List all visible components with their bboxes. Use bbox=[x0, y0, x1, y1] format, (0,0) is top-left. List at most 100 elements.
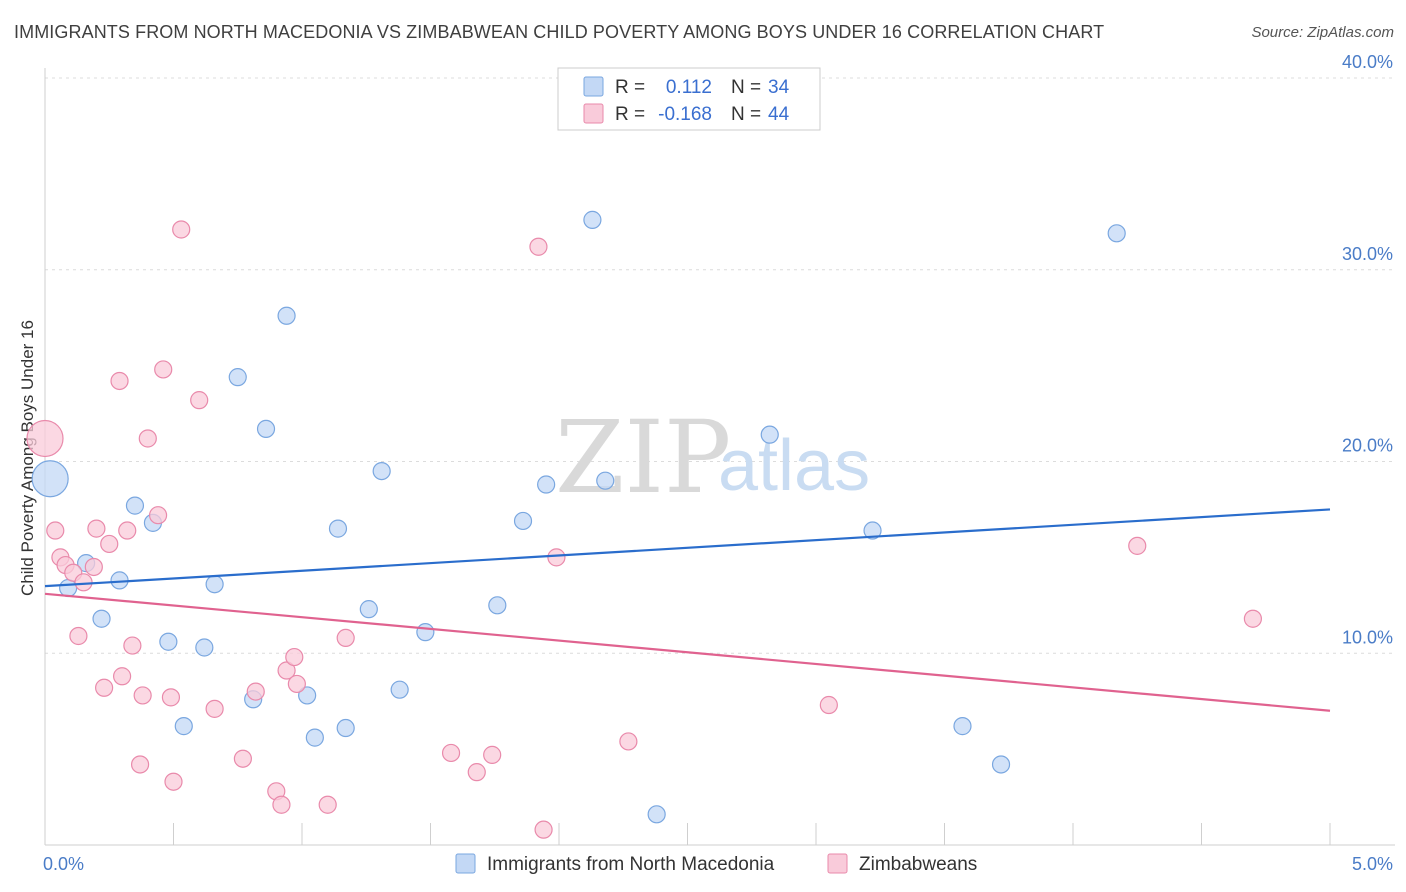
y-tick-label: 20.0% bbox=[1342, 436, 1393, 456]
zimbabweans-point bbox=[233, 749, 252, 768]
watermark-zip: ZIP bbox=[555, 399, 731, 516]
north-macedonia-point bbox=[92, 609, 111, 628]
stats-legend-n-value-2: 44 bbox=[768, 104, 790, 125]
zimbabweans-point bbox=[161, 688, 181, 707]
north-macedonia-point bbox=[328, 519, 348, 538]
zimbabweans-point bbox=[118, 521, 137, 540]
trend-lines bbox=[44, 508, 1331, 712]
north-macedonia-point bbox=[256, 419, 276, 439]
y-tick-label: 40.0% bbox=[1342, 52, 1393, 72]
zimbabweans-point bbox=[164, 772, 183, 791]
watermark: ZIP atlas bbox=[555, 399, 870, 516]
series-legend-label-north-macedonia: Immigrants from North Macedonia bbox=[487, 854, 775, 875]
north-macedonia-point bbox=[513, 511, 533, 531]
zimbabweans-point bbox=[205, 699, 224, 718]
zimbabweans-point bbox=[87, 519, 106, 538]
stats-legend-r-value-1: 0.112 bbox=[666, 77, 712, 98]
axes bbox=[44, 68, 1395, 846]
north-macedonia-point bbox=[59, 578, 78, 598]
zimbabweans-point bbox=[26, 419, 64, 458]
stats-legend-swatch-pink bbox=[583, 103, 604, 124]
north-macedonia-point bbox=[647, 805, 666, 824]
north-macedonia-point bbox=[174, 717, 193, 736]
north-macedonia-point bbox=[305, 728, 324, 747]
series-legend-swatch-north-macedonia bbox=[455, 853, 476, 874]
series-legend: Immigrants from North Macedonia Zimbabwe… bbox=[455, 853, 977, 875]
zimbabweans-point bbox=[190, 391, 209, 410]
x-tick-label: 0.0% bbox=[43, 854, 84, 874]
zimbabweans-point bbox=[172, 220, 191, 239]
north-macedonia-point bbox=[583, 210, 602, 229]
gridlines bbox=[45, 77, 1395, 654]
north-macedonia-point bbox=[31, 460, 69, 498]
zimbabweans-point bbox=[1243, 609, 1263, 628]
zimbabweans-point bbox=[819, 695, 838, 715]
series-north-macedonia-points bbox=[31, 210, 1126, 824]
north-macedonia-point bbox=[159, 632, 178, 651]
chart-title: IMMIGRANTS FROM NORTH MACEDONIA VS ZIMBA… bbox=[14, 22, 1105, 42]
zimbabweans-point bbox=[547, 548, 566, 567]
zimbabweans-point bbox=[285, 647, 304, 667]
zimbabweans-point bbox=[74, 573, 93, 592]
north-macedonia-point bbox=[372, 461, 391, 481]
zimbabweans-point bbox=[138, 429, 157, 448]
north-macedonia-point bbox=[863, 521, 882, 540]
stats-legend-n-label-1: N = bbox=[731, 77, 761, 98]
north-macedonia-point bbox=[537, 475, 556, 494]
series-legend-swatch-zimbabweans bbox=[827, 853, 848, 874]
y-tick-label: 30.0% bbox=[1342, 244, 1393, 264]
stats-legend-r-label-1: R = bbox=[615, 77, 645, 98]
north-macedonia-point bbox=[359, 600, 378, 619]
series-zimbabweans-points bbox=[26, 220, 1263, 839]
north-macedonia-point bbox=[953, 717, 972, 736]
trend-line-zimbabweans bbox=[44, 592, 1331, 712]
north-macedonia-point bbox=[760, 425, 779, 444]
zimbabweans-point bbox=[529, 237, 548, 256]
zimbabweans-point bbox=[46, 521, 65, 540]
zimbabweans-point bbox=[483, 745, 502, 764]
north-macedonia-point bbox=[991, 755, 1011, 774]
zimbabweans-point bbox=[619, 732, 638, 751]
stats-legend-r-label-2: R = bbox=[615, 104, 645, 125]
zimbabweans-point bbox=[69, 626, 88, 646]
zimbabweans-point bbox=[534, 820, 553, 839]
zimbabweans-point bbox=[148, 506, 168, 525]
zimbabweans-point bbox=[1128, 536, 1147, 555]
y-tick-labels: 10.0% 20.0% 30.0% 40.0% bbox=[1342, 52, 1393, 647]
zimbabweans-point bbox=[154, 360, 173, 379]
north-macedonia-point bbox=[228, 368, 247, 387]
zimbabweans-point bbox=[84, 557, 103, 577]
zimbabweans-point bbox=[133, 686, 152, 705]
source-credit: Source: ZipAtlas.com bbox=[1251, 24, 1394, 41]
north-macedonia-point bbox=[205, 575, 224, 594]
zimbabweans-point bbox=[272, 795, 291, 814]
north-macedonia-point bbox=[336, 718, 355, 738]
north-macedonia-point bbox=[596, 471, 615, 490]
watermark-atlas: atlas bbox=[718, 426, 870, 506]
zimbabweans-point bbox=[336, 628, 355, 648]
x-tick-labels: 0.0% 5.0% bbox=[43, 854, 1393, 874]
north-macedonia-point bbox=[488, 596, 507, 615]
stats-legend-n-label-2: N = bbox=[731, 104, 761, 125]
trend-line-north-macedonia bbox=[44, 508, 1331, 588]
north-macedonia-point bbox=[416, 623, 435, 642]
x-tick-label: 5.0% bbox=[1352, 854, 1393, 874]
zimbabweans-point bbox=[467, 763, 486, 782]
zimbabweans-point bbox=[110, 371, 129, 391]
north-macedonia-point bbox=[390, 680, 409, 699]
zimbabweans-point bbox=[130, 755, 150, 774]
zimbabweans-point bbox=[287, 674, 306, 694]
north-macedonia-point bbox=[298, 686, 317, 705]
zimbabweans-point bbox=[246, 682, 265, 701]
stats-legend: R = 0.112 N = 34 R = -0.168 N = 44 bbox=[557, 67, 821, 131]
zimbabweans-point bbox=[112, 667, 132, 686]
zimbabweans-point bbox=[100, 534, 119, 554]
north-macedonia-point bbox=[125, 496, 145, 515]
north-macedonia-point bbox=[195, 638, 214, 657]
y-tick-label: 10.0% bbox=[1342, 627, 1393, 647]
stats-legend-n-value-1: 34 bbox=[768, 77, 790, 98]
y-axis-label: Child Poverty Among Boys Under 16 bbox=[18, 320, 37, 596]
north-macedonia-point bbox=[277, 306, 296, 325]
zimbabweans-point bbox=[318, 795, 337, 814]
